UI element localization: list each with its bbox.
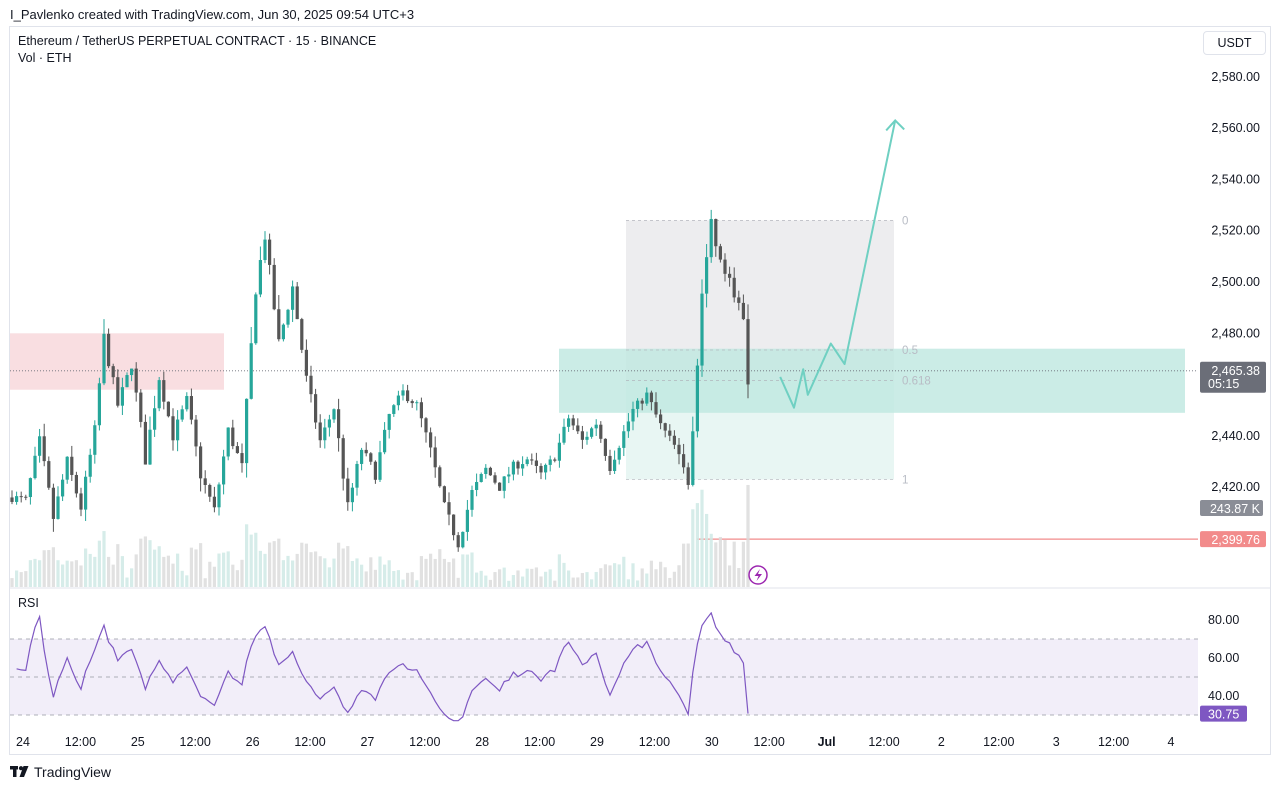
rsi-legend[interactable]: RSI: [18, 596, 39, 610]
currency-button[interactable]: USDT: [1203, 31, 1266, 55]
chart-frame: [9, 26, 1271, 755]
tradingview-logo-icon: [10, 766, 29, 777]
symbol-title[interactable]: Ethereum / TetherUS PERPETUAL CONTRACT ·…: [18, 34, 377, 48]
tradingview-logo[interactable]: TradingView: [10, 764, 111, 780]
volume-legend[interactable]: Vol · ETH: [18, 51, 72, 65]
chart-caption: I_Pavlenko created with TradingView.com,…: [10, 7, 415, 22]
tradingview-brand: TradingView: [34, 764, 112, 780]
